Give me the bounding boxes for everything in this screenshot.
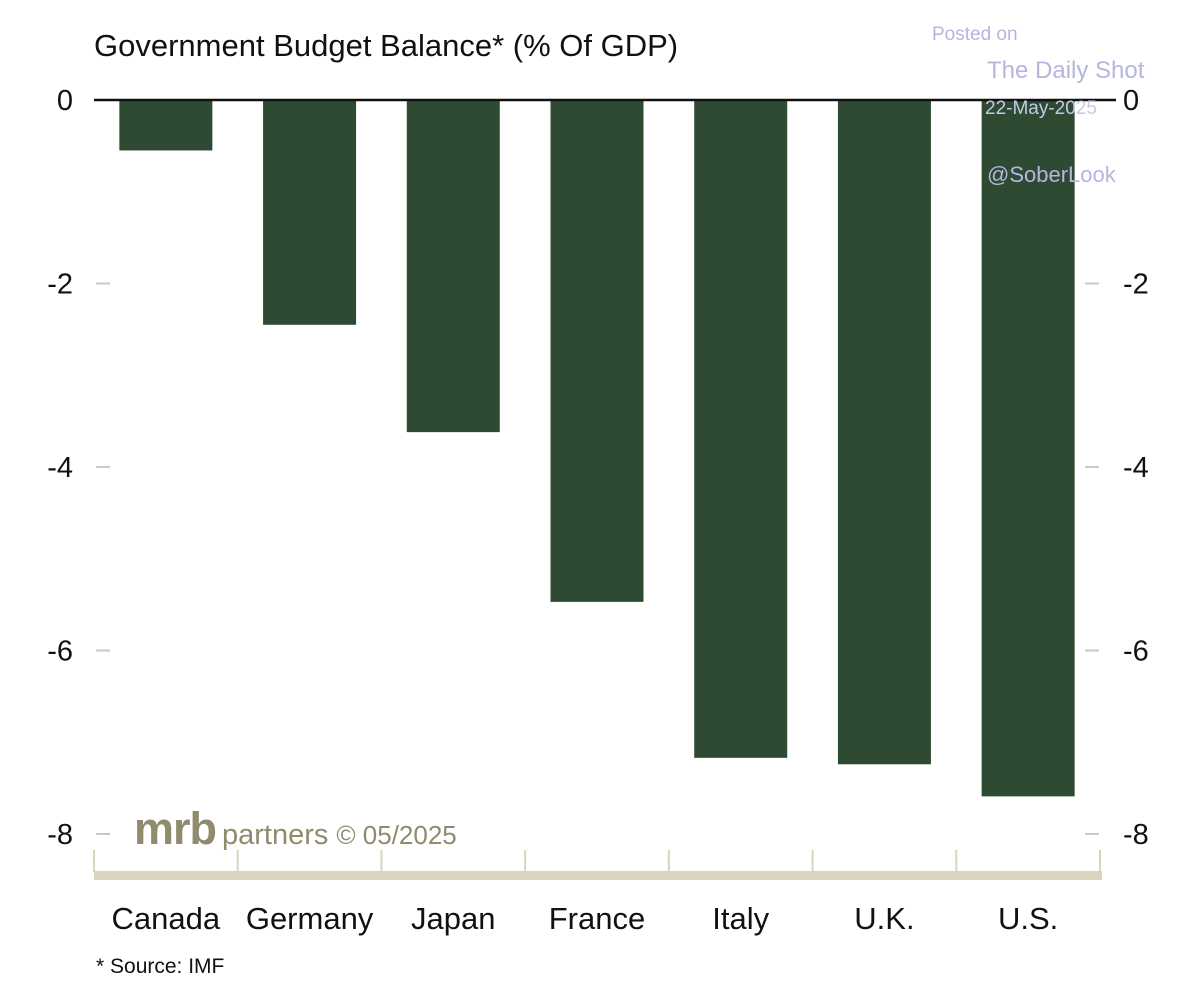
y-tick-label-left: -6 — [47, 636, 73, 668]
x-tick-label: Japan — [411, 901, 495, 936]
x-tick-label: Canada — [112, 901, 221, 936]
y-tick-label-left: -8 — [47, 819, 73, 851]
y-tick-label-left: 0 — [57, 85, 73, 117]
bar-canada — [119, 100, 213, 151]
watermark-date: 22-May-2025 — [985, 98, 1097, 119]
logo-word: partners — [222, 819, 329, 851]
bar-france — [550, 100, 644, 602]
y-tick-label-right: 0 — [1123, 85, 1139, 117]
bar-italy — [694, 100, 788, 758]
y-tick-label-left: -2 — [47, 269, 73, 301]
bar-us — [981, 100, 1075, 797]
watermark-site: The Daily Shot — [987, 57, 1145, 84]
x-axis-band — [94, 871, 1102, 880]
bar-japan — [406, 100, 500, 433]
y-tick-label-right: -4 — [1123, 452, 1149, 484]
bar-uk — [837, 100, 931, 765]
x-tick-label: France — [549, 901, 645, 936]
source-footnote: * Source: IMF — [96, 955, 225, 978]
chart-title: Government Budget Balance* (% Of GDP) — [94, 28, 679, 63]
x-tick-label: U.S. — [998, 901, 1058, 936]
x-tick-label: Germany — [246, 901, 374, 936]
y-tick-label-right: -6 — [1123, 636, 1149, 668]
mrb-logo: mrb partners © 05/2025 — [134, 803, 457, 855]
y-tick-label-right: -2 — [1123, 269, 1149, 301]
logo-stamp: © 05/2025 — [336, 820, 457, 850]
x-tick-label: Italy — [712, 901, 769, 936]
x-tick-label: U.K. — [854, 901, 914, 936]
y-tick-label-right: -8 — [1123, 819, 1149, 851]
watermark-handle: @SoberLook — [987, 162, 1116, 187]
logo-mark: mrb — [134, 803, 217, 854]
y-tick-label-left: -4 — [47, 452, 73, 484]
watermark-posted: Posted on — [932, 24, 1018, 45]
bar-germany — [263, 100, 357, 325]
